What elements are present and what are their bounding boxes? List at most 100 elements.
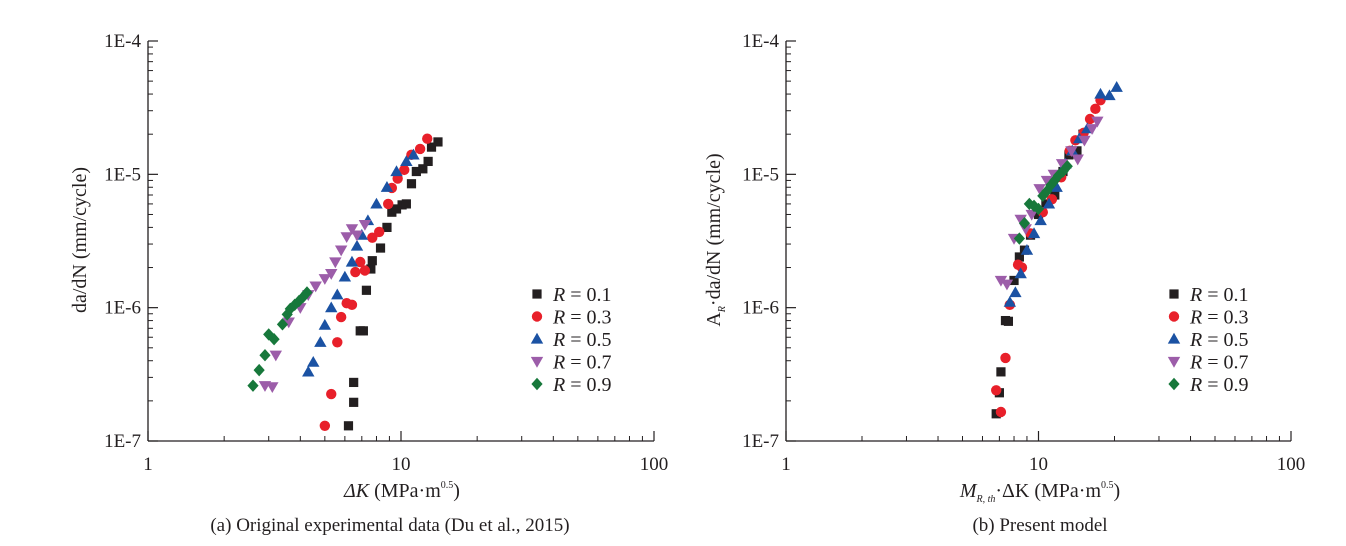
panel-b-x-unit: (MPa·m xyxy=(1029,480,1101,502)
panel-b-y-axis-label: AR·da/dN (mm/cycle) xyxy=(703,153,728,326)
panel-a-data-point xyxy=(375,243,386,253)
panel-b-y-prefix: A xyxy=(703,312,725,327)
panel-a-data-point xyxy=(400,155,413,167)
panel-a-data-point xyxy=(350,230,364,242)
panel-a-legend-marker xyxy=(530,356,544,368)
panel-a-legend-marker xyxy=(531,377,543,391)
panel-b-data-point xyxy=(1033,184,1046,195)
panel-b-data-point xyxy=(996,367,1006,377)
panel-a-data-point xyxy=(358,219,372,231)
panel-b-legend-label: R = 0.7 xyxy=(1189,352,1249,374)
panel-b-data-point xyxy=(995,406,1007,418)
panel-a-x-tick-label: 1 xyxy=(143,454,153,475)
panel-a-x-unit-close: ) xyxy=(453,480,460,502)
panel-b-data-point xyxy=(1084,113,1096,125)
panel-a-data-point xyxy=(370,197,383,209)
panel-b-data-point xyxy=(1042,197,1056,209)
panel-a-y-axis-label: da/dN (mm/cycle) xyxy=(69,167,91,313)
panel-a-data-point xyxy=(343,421,354,431)
panel-b-series-1 xyxy=(991,94,1106,418)
panel-b-data-point xyxy=(1014,252,1024,262)
panel-a-data-point xyxy=(345,224,359,236)
panel-a-data-point xyxy=(307,355,320,367)
panel-b-x-axis-label: MR, th·ΔK (MPa·m0.5) xyxy=(959,480,1120,505)
panel-a-data-point xyxy=(340,232,353,244)
panel-a-data-point xyxy=(259,349,271,362)
panel-a-x-unit: (MPa·m xyxy=(369,480,441,502)
panel-a-data-point xyxy=(284,302,296,316)
panel-a-y-tick-label: 1E-6 xyxy=(104,298,141,319)
panel-a-data-point xyxy=(301,286,313,299)
panel-a-data-point xyxy=(411,166,421,177)
panel-b-data-point xyxy=(1055,159,1069,170)
panel-b-data-point xyxy=(1018,217,1031,230)
panel-b-series-4 xyxy=(1013,160,1073,245)
panel-b-data-point xyxy=(1025,209,1038,221)
panel-b-data-point xyxy=(1003,316,1014,326)
panel-b-data-point xyxy=(1040,175,1054,187)
panel-a-data-point xyxy=(325,301,338,313)
panel-a-data-point xyxy=(332,337,343,348)
panel-b-data-point xyxy=(1090,103,1101,115)
panel-b-y-tick-label: 1E-4 xyxy=(742,31,779,52)
panel-a-legend-label: R = 0.9 xyxy=(552,374,612,396)
panel-b-data-point xyxy=(1009,286,1022,298)
panel-a-data-point xyxy=(373,226,385,238)
panel-a-data-point xyxy=(331,288,344,300)
panel-b-legend-label: R = 0.9 xyxy=(1189,374,1249,396)
panel-a-data-point xyxy=(407,148,420,160)
panel-a-legend-marker xyxy=(530,332,544,344)
panel-b-x-symbol: M xyxy=(959,480,978,502)
panel-b-data-point xyxy=(1065,146,1078,158)
panel-a-data-point xyxy=(380,181,394,192)
panel-a-data-point xyxy=(247,379,259,392)
panel-a-data-point xyxy=(293,294,305,308)
panel-b-legend-marker xyxy=(1168,311,1180,322)
panel-a-data-point xyxy=(422,133,433,144)
panel-a-y-tick-label: 1E-4 xyxy=(104,31,141,52)
panel-a-data-point xyxy=(423,156,433,167)
panel-a-series-2 xyxy=(302,148,420,377)
panel-a-data-point xyxy=(334,245,348,257)
panel-a-data-point xyxy=(319,420,331,432)
panel-b-x-tick-label: 10 xyxy=(1029,454,1048,475)
panel-a-data-point xyxy=(326,388,337,400)
panel-a-data-point xyxy=(350,266,361,278)
panel-a-data-point xyxy=(335,311,347,323)
panel-b-x-unit-exponent: 0.5 xyxy=(1101,480,1114,491)
panel-b-legend-marker xyxy=(1167,356,1181,368)
panel-a-caption: (a) Original experimental data (Du et al… xyxy=(210,515,569,536)
panel-a-legend: R = 0.1R = 0.3R = 0.5R = 0.7R = 0.9 xyxy=(530,284,612,396)
panel-b-series-2 xyxy=(1003,81,1123,307)
panel-a-data-point xyxy=(318,274,332,285)
panel-a-data-point xyxy=(338,270,352,282)
panel-a-legend-label: R = 0.1 xyxy=(552,284,612,306)
panel-a-data-point xyxy=(350,239,364,251)
panel-a-data-point xyxy=(329,257,342,269)
panel-b-data-point xyxy=(1078,135,1091,147)
panel-b-data-point xyxy=(1013,232,1025,245)
panel-a-y-tick-label: 1E-5 xyxy=(104,164,141,185)
panel-a-data-point xyxy=(355,256,366,268)
panel-b-data-point xyxy=(1071,154,1084,166)
panel-a-data-point xyxy=(266,382,279,393)
panel-a-legend-marker xyxy=(532,289,542,299)
panel-a-legend-marker xyxy=(531,311,543,322)
panel-a-data-point xyxy=(418,164,428,174)
panel-a-data-point xyxy=(399,164,410,176)
panel-a-data-point xyxy=(281,308,293,321)
panel-a-data-point xyxy=(325,269,338,280)
panel-a-data-point xyxy=(269,350,283,362)
panel-a-data-point xyxy=(302,365,315,377)
panel-b-legend-label: R = 0.5 xyxy=(1189,329,1249,351)
panel-a-data-point xyxy=(367,232,378,243)
panel-b-data-point xyxy=(1061,160,1073,173)
panel-b-data-point xyxy=(1000,279,1014,291)
panel-a-data-point xyxy=(345,255,359,267)
panel-b-y-tick-label: 1E-7 xyxy=(742,431,779,452)
panel-a-legend-label: R = 0.7 xyxy=(552,352,612,374)
panel-b-data-point xyxy=(1045,178,1057,192)
panel-b-data-point xyxy=(1032,202,1045,216)
panel-a-series-1 xyxy=(319,133,433,432)
